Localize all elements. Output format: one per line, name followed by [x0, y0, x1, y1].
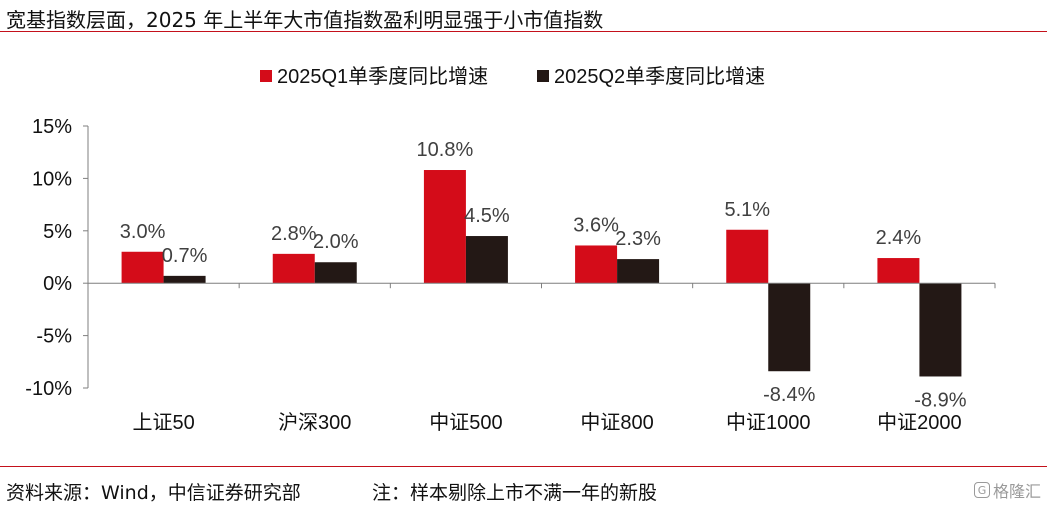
y-tick-label: -10%: [25, 378, 72, 400]
chart-legend: 2025Q1单季度同比增速 2025Q2单季度同比增速: [260, 65, 765, 88]
data-label: -8.4%: [763, 384, 815, 406]
x-tick-label: 中证1000: [726, 411, 811, 434]
x-tick-label: 中证500: [429, 411, 502, 434]
y-tick-label: 0%: [43, 273, 72, 295]
y-tick-label: 5%: [43, 221, 72, 243]
source-note: 资料来源：Wind，中信证券研究部: [6, 482, 301, 504]
bar-1-6: [877, 258, 920, 284]
x-tick-label: 中证800: [580, 411, 653, 434]
bar-2-1: [163, 275, 206, 284]
legend-label-2: 2025Q2单季度同比增速: [554, 65, 765, 88]
data-label: 10.8%: [417, 139, 474, 161]
bar-group: [121, 170, 962, 377]
title-divider: [0, 31, 1047, 32]
data-label: 2.0%: [313, 231, 359, 253]
footer-divider: [0, 466, 1047, 467]
bar-1-4: [575, 245, 618, 284]
data-label: 3.6%: [573, 214, 619, 236]
bar-2-5: [768, 283, 811, 372]
bar-2-2: [314, 262, 357, 284]
watermark-text: 格隆汇: [992, 482, 1041, 501]
x-tick-label: 中证2000: [877, 411, 962, 434]
watermark-logo-icon: G: [973, 482, 990, 498]
bar-1-2: [272, 253, 315, 284]
bar-chart: 2025Q1单季度同比增速 2025Q2单季度同比增速 -10% -5% 0% 5% 10…: [25, 65, 996, 434]
watermark: G 格隆汇: [973, 478, 1041, 502]
data-label: 4.5%: [464, 205, 510, 227]
y-axis: -10% -5% 0% 5% 10% 15%: [25, 116, 89, 400]
y-tick-label: 15%: [32, 116, 72, 138]
bar-1-5: [726, 229, 769, 284]
data-label: 2.8%: [271, 223, 317, 245]
data-label: 2.3%: [615, 228, 661, 250]
page-title: 宽基指数层面，2025 年上半年大市值指数盈利明显强于小市值指数: [6, 8, 604, 32]
bar-1-3: [423, 170, 466, 284]
bar-2-6: [919, 283, 962, 377]
bar-2-4: [617, 259, 660, 284]
x-tick-label: 沪深300: [278, 411, 351, 434]
legend-swatch-1: [260, 70, 272, 82]
bar-1-1: [121, 251, 164, 284]
x-tick-label: 上证50: [132, 411, 194, 434]
data-label: 5.1%: [724, 199, 770, 221]
data-label: 2.4%: [876, 227, 922, 249]
y-tick-label: -5%: [36, 326, 72, 348]
x-axis: [87, 282, 996, 289]
sample-note: 注：样本剔除上市不满一年的新股: [372, 482, 658, 504]
data-label: -8.9%: [914, 389, 966, 411]
y-tick-label: 10%: [32, 168, 72, 190]
legend-label-1: 2025Q1单季度同比增速: [277, 65, 488, 88]
legend-swatch-2: [537, 70, 549, 82]
data-label: 0.7%: [162, 245, 208, 267]
data-labels: 3.0%0.7% 2.8%2.0% 10.8% 4.5% 3.6%2.3% 5.1% -8.…: [120, 139, 967, 411]
bar-2-3: [465, 236, 508, 284]
data-label: 3.0%: [120, 221, 166, 243]
x-axis-labels: 上证50 沪深300 中证500 中证800 中证1000 中证2000: [132, 411, 961, 434]
